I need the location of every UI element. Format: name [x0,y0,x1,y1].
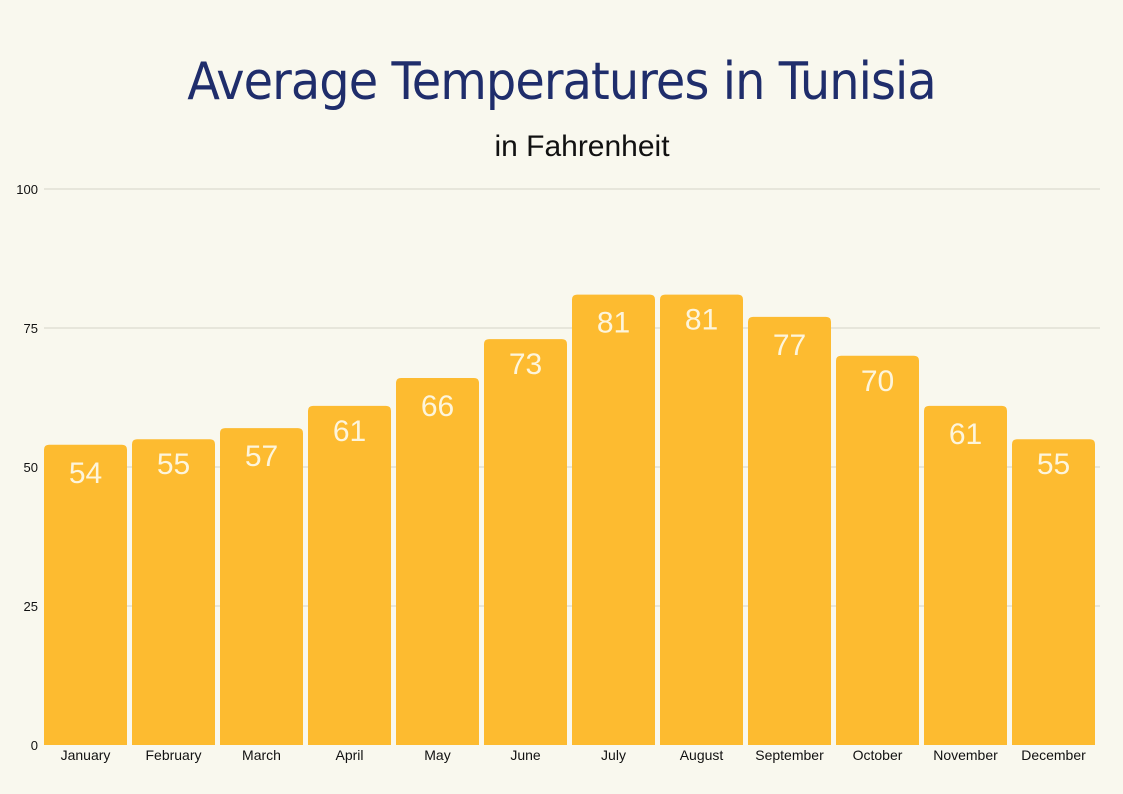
x-tick-label: November [933,747,998,763]
y-tick-label: 25 [24,599,38,614]
data-label: 61 [333,415,366,448]
data-label: 81 [597,307,630,340]
x-tick-label: October [853,747,903,763]
x-tick-label: February [145,747,201,763]
y-tick-label: 75 [24,321,38,336]
x-tick-label: March [242,747,281,763]
data-label: 66 [421,390,454,423]
data-label: 57 [245,440,278,473]
data-label: 70 [861,365,894,398]
y-tick-label: 0 [31,738,38,753]
data-label: 55 [1037,448,1070,481]
data-label: 61 [949,418,982,451]
bar-february [132,439,215,745]
chart-title: Average Temperatures in Tunisia [187,52,936,112]
x-tick-label: January [61,747,111,763]
x-tick-label: August [680,747,724,763]
data-label: 73 [509,348,542,381]
y-tick-label: 100 [16,182,38,197]
bar-june [484,339,567,745]
x-tick-label: July [601,747,626,763]
data-label: 77 [773,329,806,362]
bar-september [748,316,831,745]
chart-subtitle: in Fahrenheit [494,130,670,163]
bar-april [308,405,391,745]
x-tick-label: April [335,747,363,763]
data-label: 81 [685,304,718,337]
x-tick-label: May [424,747,450,763]
bar-november [924,405,1007,745]
data-label: 55 [157,448,190,481]
bar-october [836,355,919,745]
x-tick-label: June [510,747,541,763]
x-tick-label: September [755,747,824,763]
bar-may [396,378,479,745]
bar-january [44,444,127,745]
bar-december [1012,439,1095,745]
data-label: 54 [69,457,102,490]
bar-march [220,428,303,745]
bar-august [660,294,743,745]
x-tick-label: December [1021,747,1086,763]
bar-july [572,294,655,745]
y-tick-label: 50 [24,460,38,475]
